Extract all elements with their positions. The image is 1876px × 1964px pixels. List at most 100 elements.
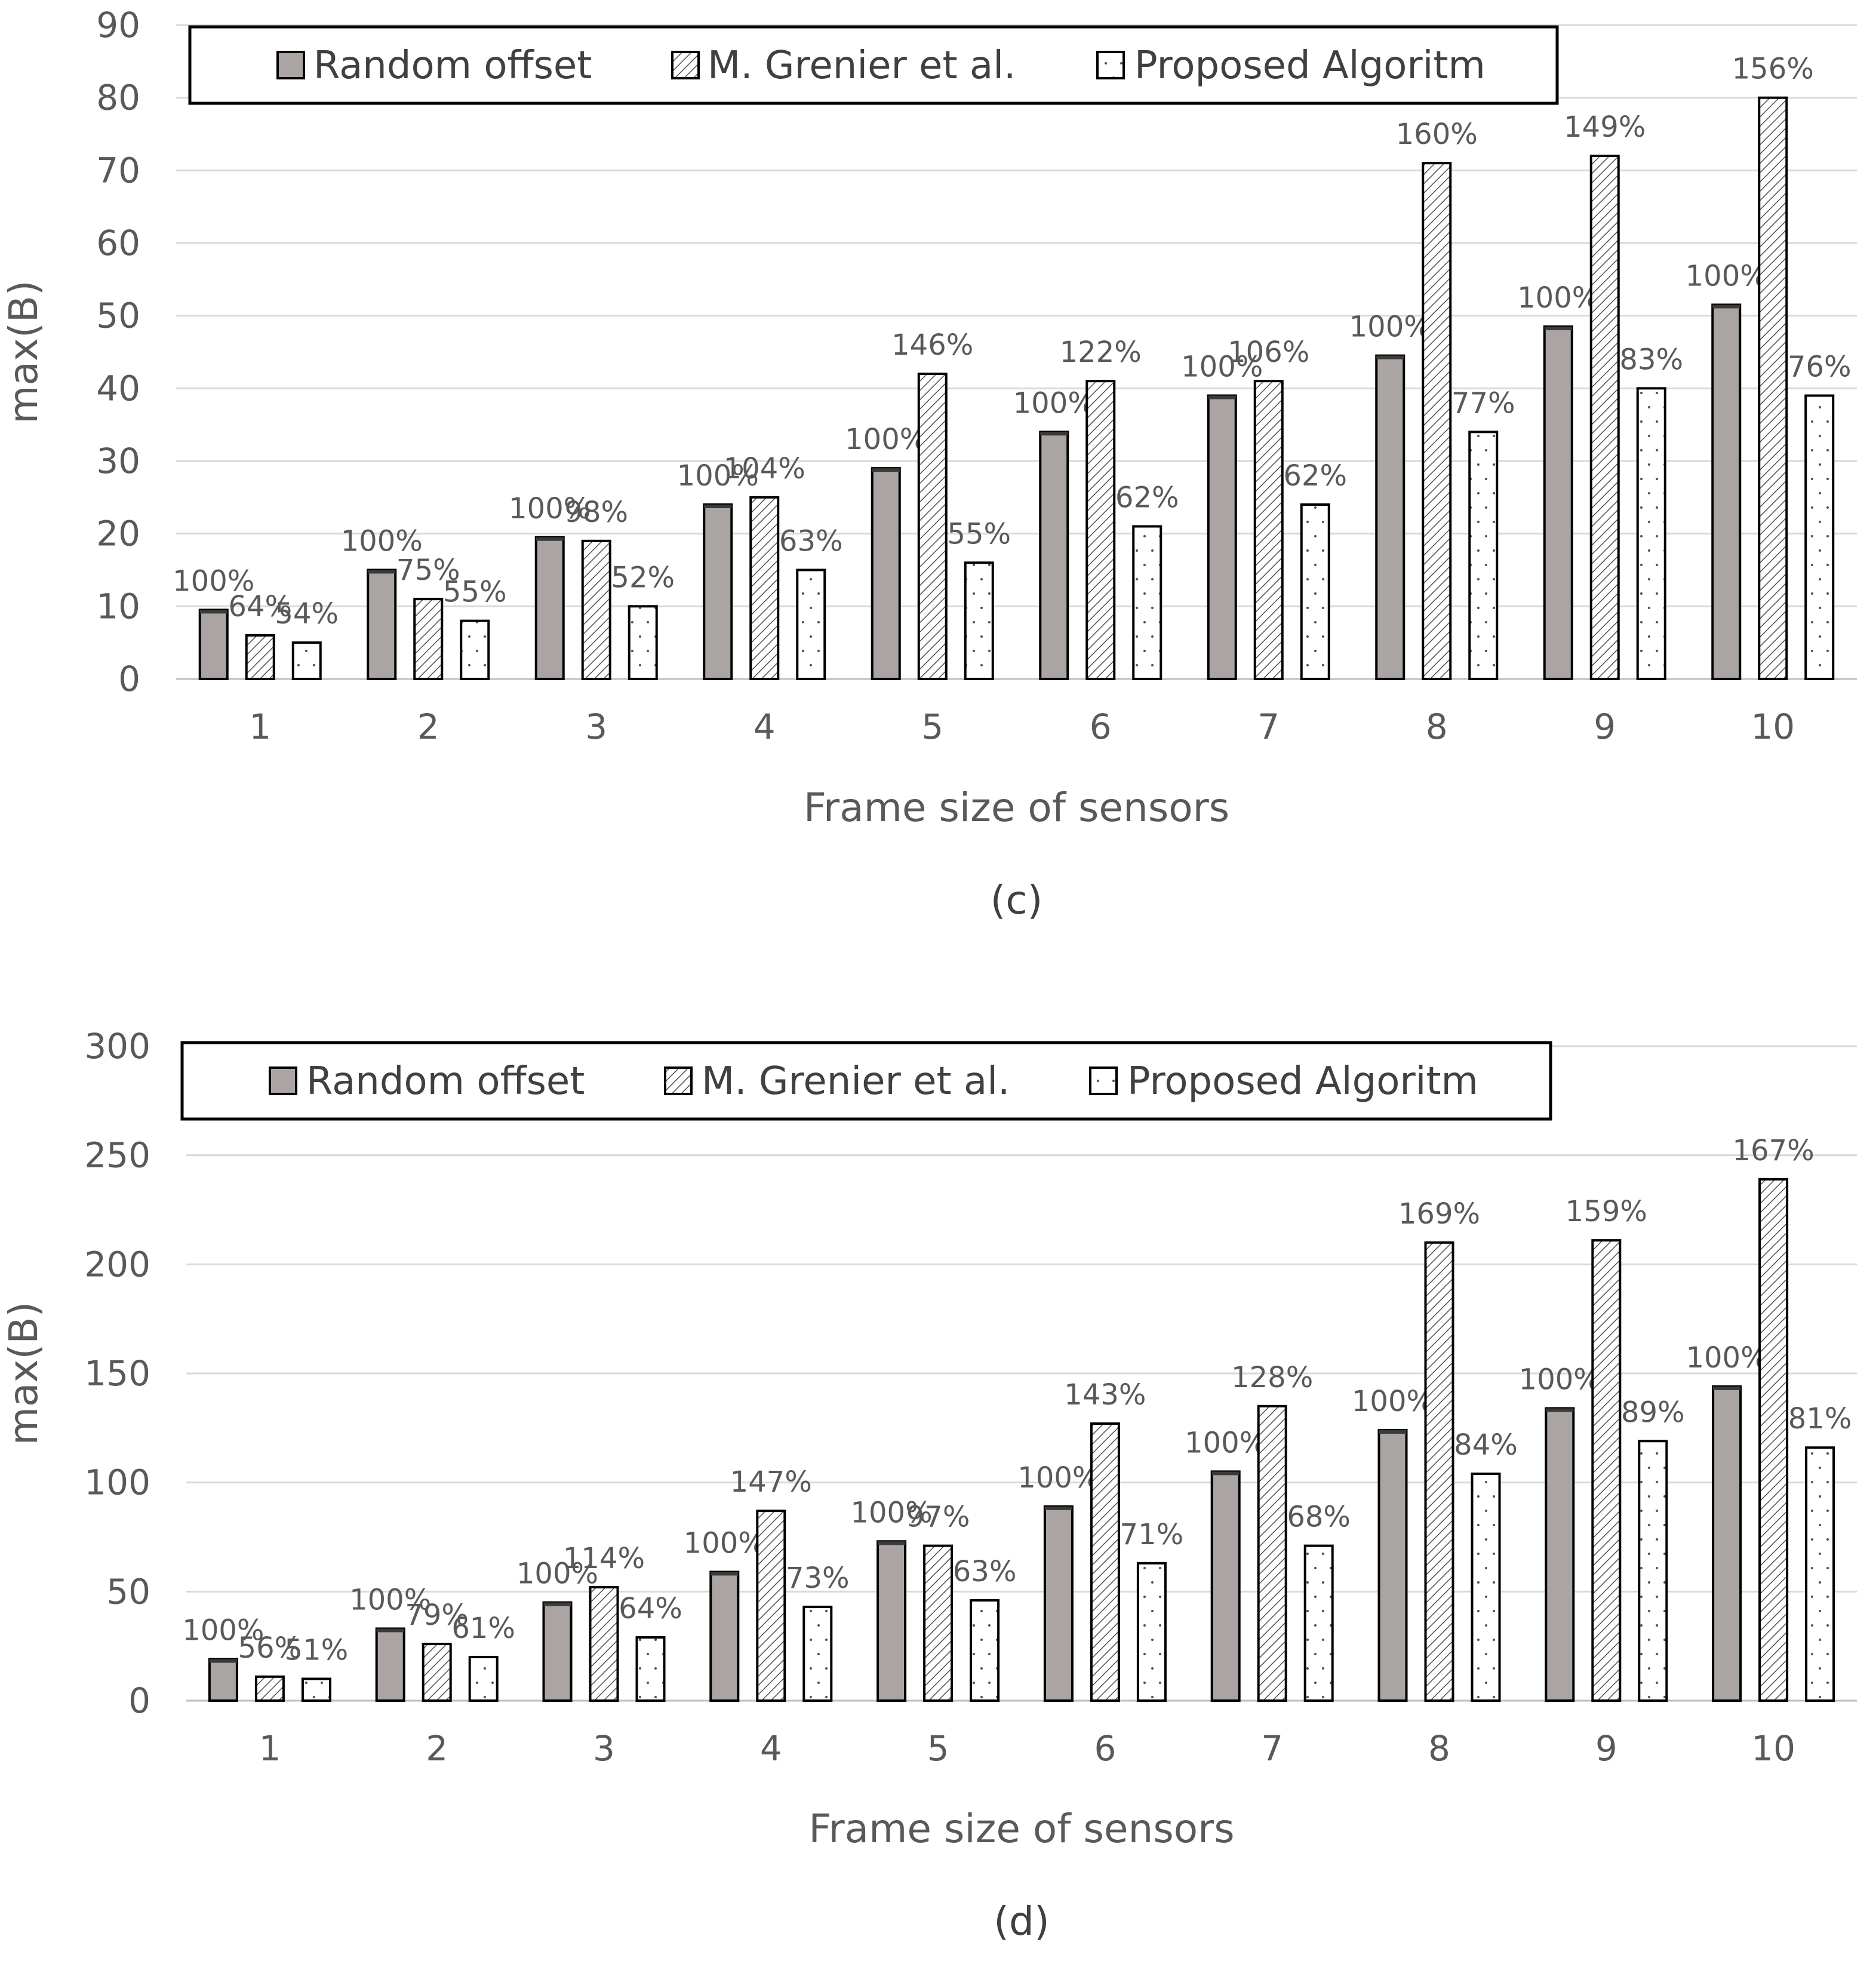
bar-proposed bbox=[1804, 394, 1835, 680]
x-tick-label: 4 bbox=[760, 1728, 782, 1769]
x-axis-title: Frame size of sensors bbox=[804, 785, 1229, 831]
bar-random-offset bbox=[1377, 1428, 1408, 1702]
legend-box bbox=[180, 1041, 1552, 1121]
legend-swatch-random-offset bbox=[269, 1066, 297, 1095]
data-label: 54% bbox=[275, 597, 339, 631]
x-axis-title: Frame size of sensors bbox=[808, 1806, 1234, 1852]
bar-grenier bbox=[749, 496, 780, 680]
bar-cap bbox=[1379, 1430, 1407, 1434]
bar-cap bbox=[1208, 395, 1236, 399]
x-tick-label: 3 bbox=[593, 1728, 615, 1769]
x-tick-label: 3 bbox=[585, 706, 607, 747]
legend-label-random-offset: Random offset bbox=[313, 44, 592, 88]
data-label: 100% bbox=[1349, 311, 1431, 344]
data-label: 100% bbox=[516, 1557, 598, 1591]
bar-cap bbox=[199, 610, 227, 614]
bar-proposed bbox=[1468, 431, 1499, 680]
bar-proposed bbox=[1638, 1440, 1668, 1702]
bar-proposed bbox=[628, 605, 658, 680]
bar-proposed bbox=[635, 1636, 666, 1702]
bar-cap bbox=[1040, 432, 1068, 436]
data-label: 100% bbox=[677, 459, 759, 493]
y-tick-label: 40 bbox=[96, 368, 140, 408]
bar-grenier bbox=[1591, 1239, 1622, 1702]
data-label: 75% bbox=[396, 554, 460, 587]
data-label: 156% bbox=[1732, 53, 1814, 86]
bar-grenier bbox=[422, 1643, 452, 1702]
data-label: 100% bbox=[684, 1526, 765, 1560]
bar-proposed bbox=[1300, 503, 1330, 680]
data-label: 100% bbox=[1519, 1363, 1601, 1396]
bar-random-offset bbox=[1210, 1470, 1241, 1702]
bar-grenier bbox=[254, 1675, 285, 1702]
bar-grenier bbox=[756, 1510, 786, 1702]
y-tick-label: 60 bbox=[96, 223, 140, 263]
bar-grenier bbox=[923, 1544, 954, 1702]
bar-proposed bbox=[460, 619, 490, 680]
legend-label-random-offset: Random offset bbox=[306, 1059, 585, 1104]
y-tick-label: 30 bbox=[96, 441, 140, 481]
data-label: 169% bbox=[1398, 1197, 1480, 1231]
bar-random-offset bbox=[877, 1540, 907, 1702]
bar-random-offset bbox=[871, 467, 901, 681]
bar-cap bbox=[1044, 1506, 1072, 1510]
x-tick-label: 2 bbox=[417, 706, 439, 747]
panel-label: (d) bbox=[994, 1898, 1049, 1944]
bar-proposed bbox=[291, 641, 322, 680]
bar-cap bbox=[1713, 1386, 1741, 1390]
data-label: 98% bbox=[564, 496, 628, 529]
bar-cap bbox=[368, 570, 396, 574]
data-label: 62% bbox=[1283, 459, 1347, 493]
bar-proposed bbox=[964, 561, 994, 680]
bar-random-offset bbox=[709, 1570, 740, 1702]
bar-grenier bbox=[1758, 1178, 1789, 1702]
data-label: 100% bbox=[182, 1614, 264, 1648]
data-label: 51% bbox=[285, 1633, 349, 1667]
bar-random-offset bbox=[542, 1601, 573, 1702]
bar-random-offset bbox=[1543, 325, 1573, 680]
data-label: 100% bbox=[509, 492, 591, 525]
bar-proposed bbox=[1636, 387, 1666, 680]
data-label: 100% bbox=[1181, 351, 1263, 384]
y-tick-label: 0 bbox=[128, 1680, 150, 1721]
data-label: 73% bbox=[786, 1562, 850, 1595]
bar-cap bbox=[1211, 1471, 1240, 1476]
x-tick-label: 10 bbox=[1751, 706, 1795, 747]
data-label: 114% bbox=[563, 1542, 645, 1575]
bar-cap bbox=[1546, 1408, 1574, 1412]
data-label: 100% bbox=[173, 564, 254, 598]
y-tick-label: 90 bbox=[96, 5, 140, 45]
y-tick-label: 10 bbox=[96, 586, 140, 626]
bar-random-offset bbox=[1711, 303, 1742, 680]
legend-swatch-grenier bbox=[664, 1066, 693, 1095]
bar-random-offset bbox=[367, 568, 397, 680]
y-tick-label: 0 bbox=[118, 659, 140, 699]
data-label: 160% bbox=[1396, 118, 1478, 151]
x-tick-label: 6 bbox=[1090, 706, 1112, 747]
legend-label-proposed: Proposed Algoritm bbox=[1127, 1059, 1478, 1104]
data-label: 83% bbox=[1619, 343, 1683, 376]
bar-proposed bbox=[1136, 1562, 1167, 1702]
y-tick-label: 20 bbox=[96, 514, 140, 554]
legend-swatch-proposed bbox=[1089, 1066, 1118, 1095]
data-label: 167% bbox=[1732, 1134, 1814, 1167]
data-label: 100% bbox=[1185, 1426, 1266, 1459]
legend: Random offset M. Grenier et al. Proposed A… bbox=[180, 1041, 1552, 1121]
bar-random-offset bbox=[1043, 1505, 1074, 1702]
data-label: 100% bbox=[1517, 281, 1599, 315]
legend-swatch-grenier bbox=[671, 51, 700, 79]
bar-cap bbox=[1544, 326, 1572, 330]
bar-proposed bbox=[301, 1677, 331, 1702]
x-tick-label: 8 bbox=[1426, 706, 1448, 747]
bar-random-offset bbox=[1207, 394, 1237, 680]
y-tick-label: 80 bbox=[96, 78, 140, 118]
bar-cap bbox=[711, 1572, 739, 1576]
bar-grenier bbox=[917, 373, 948, 680]
legend-swatch-random-offset bbox=[276, 51, 305, 79]
y-tick-label: 200 bbox=[84, 1244, 150, 1284]
legend-box bbox=[188, 25, 1559, 105]
data-label: 100% bbox=[349, 1583, 431, 1616]
x-tick-label: 5 bbox=[921, 706, 943, 747]
data-label: 52% bbox=[611, 561, 675, 594]
bar-random-offset bbox=[703, 503, 733, 680]
